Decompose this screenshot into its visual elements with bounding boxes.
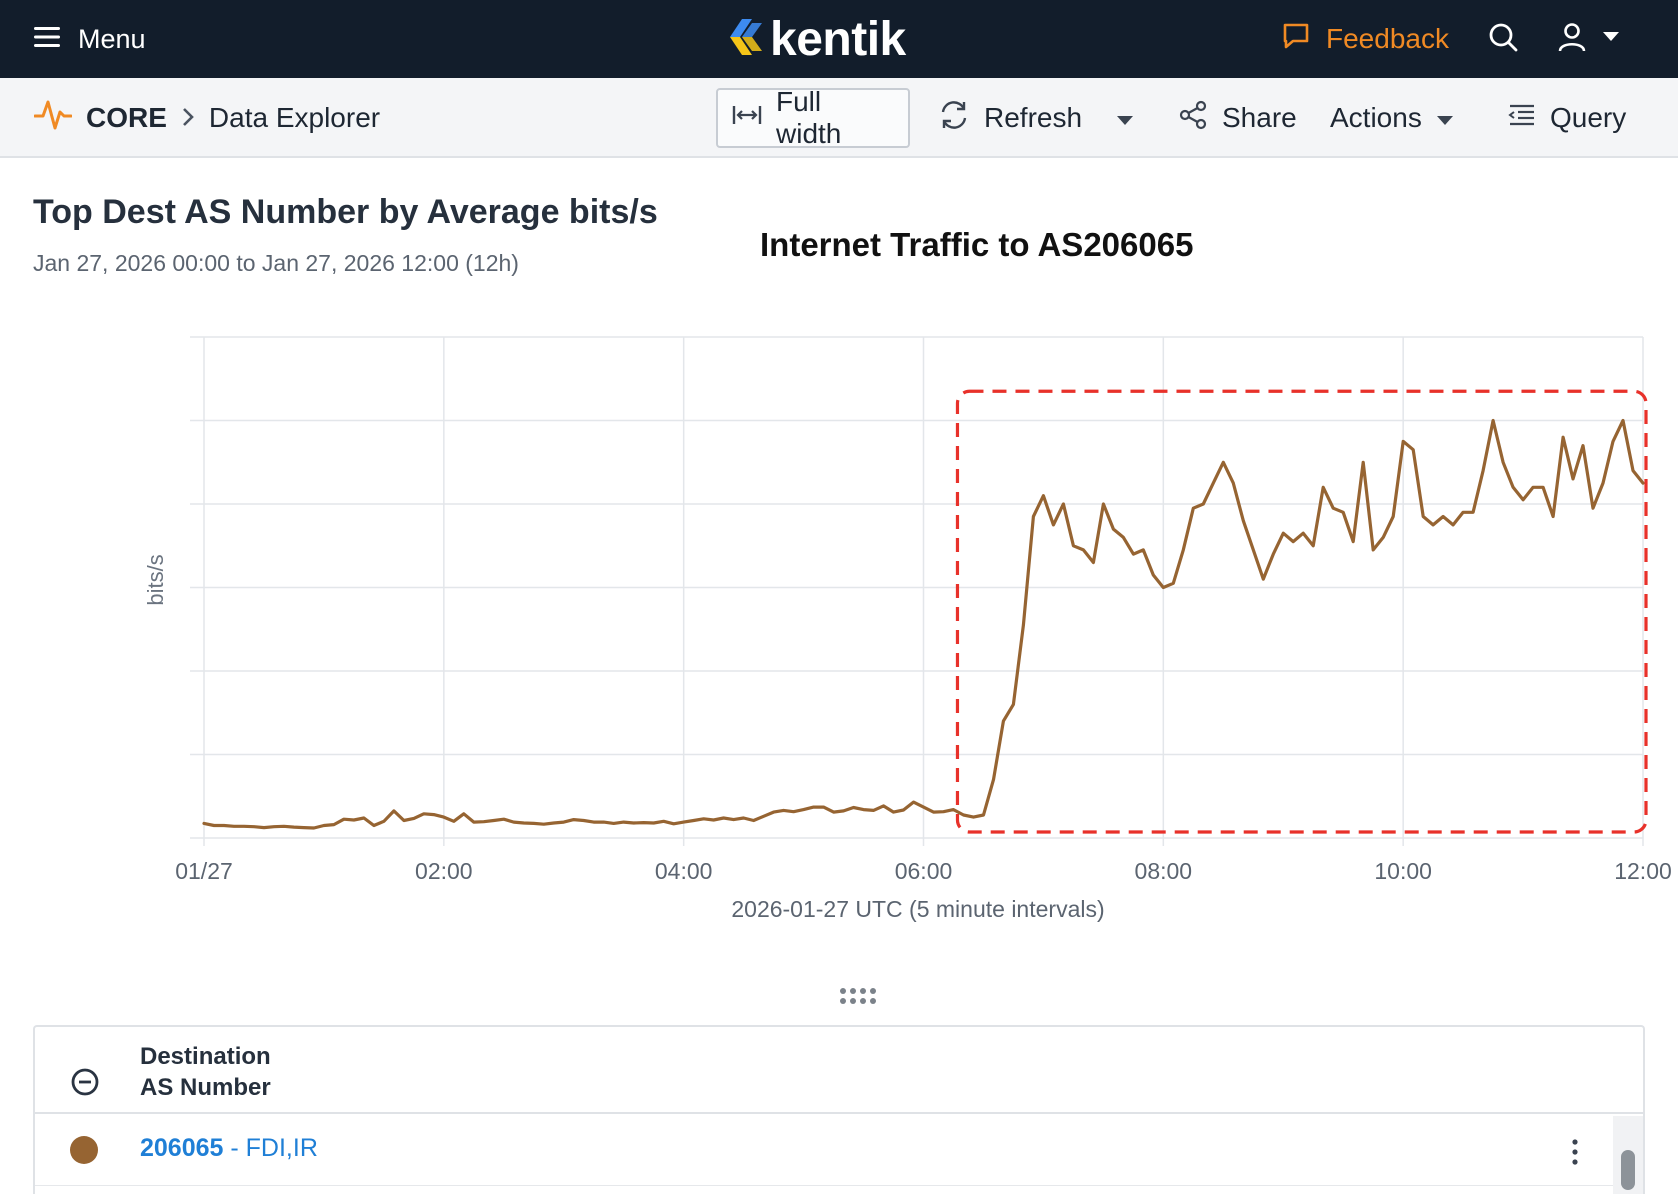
full-width-button[interactable]: Full width <box>716 86 910 149</box>
series-color-swatch <box>70 1136 98 1164</box>
refresh-options-dropdown[interactable] <box>1116 88 1134 148</box>
as-name: - FDI,IR <box>223 1134 318 1162</box>
menu-label: Menu <box>78 23 146 54</box>
x-tick-label: 01/27 <box>175 858 233 884</box>
chevron-right-icon <box>181 102 195 134</box>
query-button[interactable]: Query <box>1508 88 1626 148</box>
query-list-icon <box>1508 102 1536 134</box>
x-tick-label: 12:00 <box>1614 858 1672 884</box>
as-number: 206065 <box>140 1134 224 1162</box>
column-header-line1: Destination <box>140 1043 271 1070</box>
share-button[interactable]: Share <box>1178 88 1297 148</box>
y-axis-label: bits/s <box>143 554 168 605</box>
actions-label: Actions <box>1330 102 1422 133</box>
column-header-destination-as[interactable]: Destination AS Number <box>140 1041 271 1103</box>
table-header: Destination AS Number <box>35 1027 1643 1114</box>
collapse-all-toggle[interactable] <box>70 1067 100 1102</box>
caret-down-icon <box>1116 102 1134 134</box>
traffic-line-chart: 01/27 02:00 04:00 06:00 08:00 10:00 12:00 bits… <box>143 336 1672 922</box>
expand-horizontal-icon <box>732 102 762 134</box>
kebab-menu-icon <box>1572 1139 1578 1165</box>
x-tick-label: 10:00 <box>1374 858 1432 884</box>
kentik-logo[interactable]: kentik <box>728 12 906 66</box>
page-toolbar: CORE Data Explorer Full width Refresh Sh… <box>0 78 1678 158</box>
breadcrumb-current: Data Explorer <box>208 102 381 133</box>
top-nav-bar: Menu kentik Feedback <box>0 0 1678 78</box>
menu-button[interactable]: Menu <box>34 20 146 58</box>
time-range: Jan 27, 2026 00:00 to Jan 27, 2026 12:00… <box>33 250 519 276</box>
row-options-button[interactable] <box>1565 1134 1585 1170</box>
page-title: Top Dest AS Number by Average bits/s <box>33 193 658 231</box>
refresh-icon <box>938 100 970 137</box>
feedback-label: Feedback <box>1326 23 1449 54</box>
share-label: Share <box>1222 102 1297 133</box>
series-line-206065 <box>202 418 1645 830</box>
grip-dots-icon <box>840 988 876 1004</box>
table-row[interactable]: 206065 - FDI,IR <box>35 1116 1613 1186</box>
pulse-icon <box>33 98 73 139</box>
resize-drag-handle[interactable] <box>838 986 878 1006</box>
as-number-link[interactable]: 206065 - FDI,IR <box>140 1134 318 1163</box>
x-tick-label: 02:00 <box>415 858 473 884</box>
breadcrumb: CORE Data Explorer <box>33 96 381 140</box>
speech-bubble-icon <box>1282 22 1310 57</box>
search-button[interactable] <box>1488 18 1518 60</box>
minus-circle-icon <box>71 1068 99 1096</box>
x-tick-label: 04:00 <box>655 858 713 884</box>
user-icon <box>1558 22 1586 57</box>
full-width-label: Full width <box>776 86 842 149</box>
column-header-line2: AS Number <box>140 1074 271 1101</box>
refresh-label: Refresh <box>984 102 1083 133</box>
hamburger-icon <box>34 24 60 55</box>
query-label: Query <box>1550 102 1627 133</box>
user-menu-button[interactable] <box>1558 18 1620 60</box>
x-tick-label: 06:00 <box>895 858 953 884</box>
actions-dropdown[interactable]: Actions <box>1330 88 1454 148</box>
kentik-logo-mark-icon <box>728 17 764 62</box>
results-table: Destination AS Number 206065 - FDI,IR <box>33 1025 1645 1194</box>
caret-down-icon <box>1436 102 1454 134</box>
logo-text: kentik <box>770 12 906 66</box>
feedback-button[interactable]: Feedback <box>1282 18 1449 60</box>
highlight-annotation-box <box>955 389 1648 834</box>
refresh-button[interactable]: Refresh <box>938 88 1082 148</box>
x-tick-label: 08:00 <box>1135 858 1193 884</box>
breadcrumb-core[interactable]: CORE <box>86 102 167 133</box>
x-axis-label: 2026-01-27 UTC (5 minute intervals) <box>731 896 1104 922</box>
share-icon <box>1178 100 1208 137</box>
search-icon <box>1488 22 1518 57</box>
chevron-down-icon <box>1602 30 1620 48</box>
chart-title: Internet Traffic to AS206065 <box>760 226 1194 263</box>
table-scrollbar-thumb[interactable] <box>1621 1150 1635 1190</box>
